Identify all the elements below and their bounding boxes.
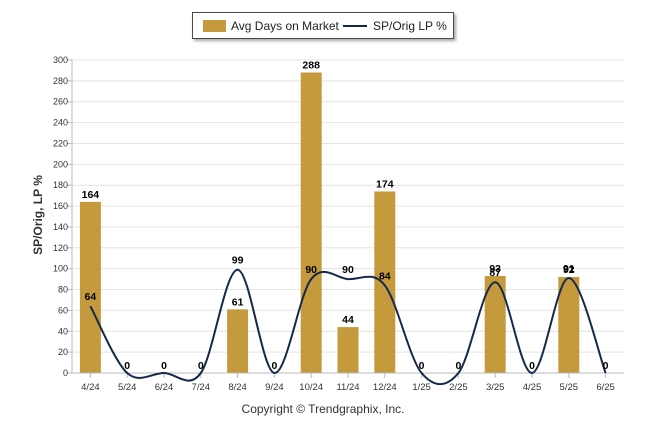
bar (227, 309, 249, 373)
x-tick-label: 6/25 (596, 382, 615, 393)
x-tick-label: 4/24 (81, 382, 100, 393)
y-tick-label: 300 (53, 55, 68, 65)
line-value-label: 87 (489, 267, 501, 279)
y-tick-label: 0 (63, 368, 68, 378)
bar (484, 275, 506, 373)
x-tick-label: 11/24 (336, 382, 359, 393)
line-value-label: 90 (342, 264, 354, 276)
bar (79, 201, 101, 373)
x-tick-label: 2/25 (449, 382, 468, 393)
x-tick-label: 5/25 (560, 382, 579, 393)
y-tick-label: 140 (53, 222, 68, 232)
line-value-label: 90 (305, 264, 317, 276)
bar (300, 72, 322, 374)
legend: Avg Days on Market SP/Orig LP % (192, 12, 454, 39)
line-value-label: 0 (271, 360, 277, 372)
y-tick-label: 60 (58, 305, 68, 315)
bar (558, 277, 580, 373)
legend-line-swatch (343, 25, 367, 27)
y-tick-label: 180 (53, 180, 68, 190)
line-value-label: 0 (198, 360, 204, 372)
line-value-label: 0 (603, 360, 609, 372)
line-series (89, 268, 607, 386)
legend-bar-swatch (203, 20, 226, 32)
line-value-label: 0 (455, 360, 461, 372)
y-tick-label: 280 (53, 76, 68, 86)
y-tick-label: 120 (53, 243, 68, 253)
x-tick-label: 1/25 (412, 382, 431, 393)
y-tick-label: 240 (53, 118, 68, 128)
x-tick-label: 7/24 (192, 382, 211, 393)
legend-bar-label: Avg Days on Market (231, 19, 339, 33)
line-series-path (89, 268, 607, 386)
line-value-label: 0 (124, 360, 130, 372)
data-labels: 164 0 61 288 44 174 93 92 64 0 0 99 0 90 90 84 0 0 87 0 91 0 (82, 60, 609, 372)
y-tick-label: 40 (58, 326, 68, 336)
copyright-text: Copyright © Trendgraphix, Inc. (241, 402, 405, 416)
y-tick-label: 20 (58, 347, 68, 357)
bar-value-label: 92 (563, 264, 575, 276)
x-tick-label: 8/24 (228, 382, 247, 393)
line-value-label: 64 (85, 291, 97, 303)
line-value-label: 84 (379, 270, 391, 282)
x-tick-label: 4/25 (523, 382, 542, 393)
line-value-label: 91 (563, 263, 575, 275)
y-tick-label: 100 (53, 264, 68, 274)
grid-lines (72, 59, 624, 353)
bar-value-label: 288 (302, 60, 320, 72)
y-tick-label: 260 (53, 97, 68, 107)
y-tick-label: 200 (53, 159, 68, 169)
bar-series (79, 72, 580, 374)
bar-value-label: 174 (376, 178, 394, 190)
x-tick-label: 12/24 (373, 382, 397, 393)
bar-value-label: 93 (489, 263, 501, 275)
legend-line-label: SP/Orig LP % (373, 19, 447, 33)
bar (374, 191, 396, 373)
x-tick-label: 9/24 (265, 382, 284, 393)
bar-value-label: 44 (342, 314, 354, 326)
line-value-label: 0 (419, 360, 425, 372)
bar (337, 327, 359, 373)
x-tick-label: 5/24 (118, 382, 137, 393)
bar-value-label: 0 (161, 360, 167, 372)
bar-value-label: 164 (82, 189, 100, 201)
y-tick-label: 160 (53, 201, 68, 211)
y-tick-label: 80 (58, 285, 68, 295)
x-tick-label: 3/25 (486, 382, 505, 393)
y-axis-label: SP/Orig, LP % (31, 175, 45, 255)
line-value-label: 99 (232, 255, 244, 267)
x-tick-label: 6/24 (155, 382, 174, 393)
x-tick-label: 10/24 (299, 382, 323, 393)
line-value-label: 0 (529, 360, 535, 372)
bar-value-label: 61 (232, 296, 244, 308)
y-tick-label: 220 (53, 138, 68, 148)
